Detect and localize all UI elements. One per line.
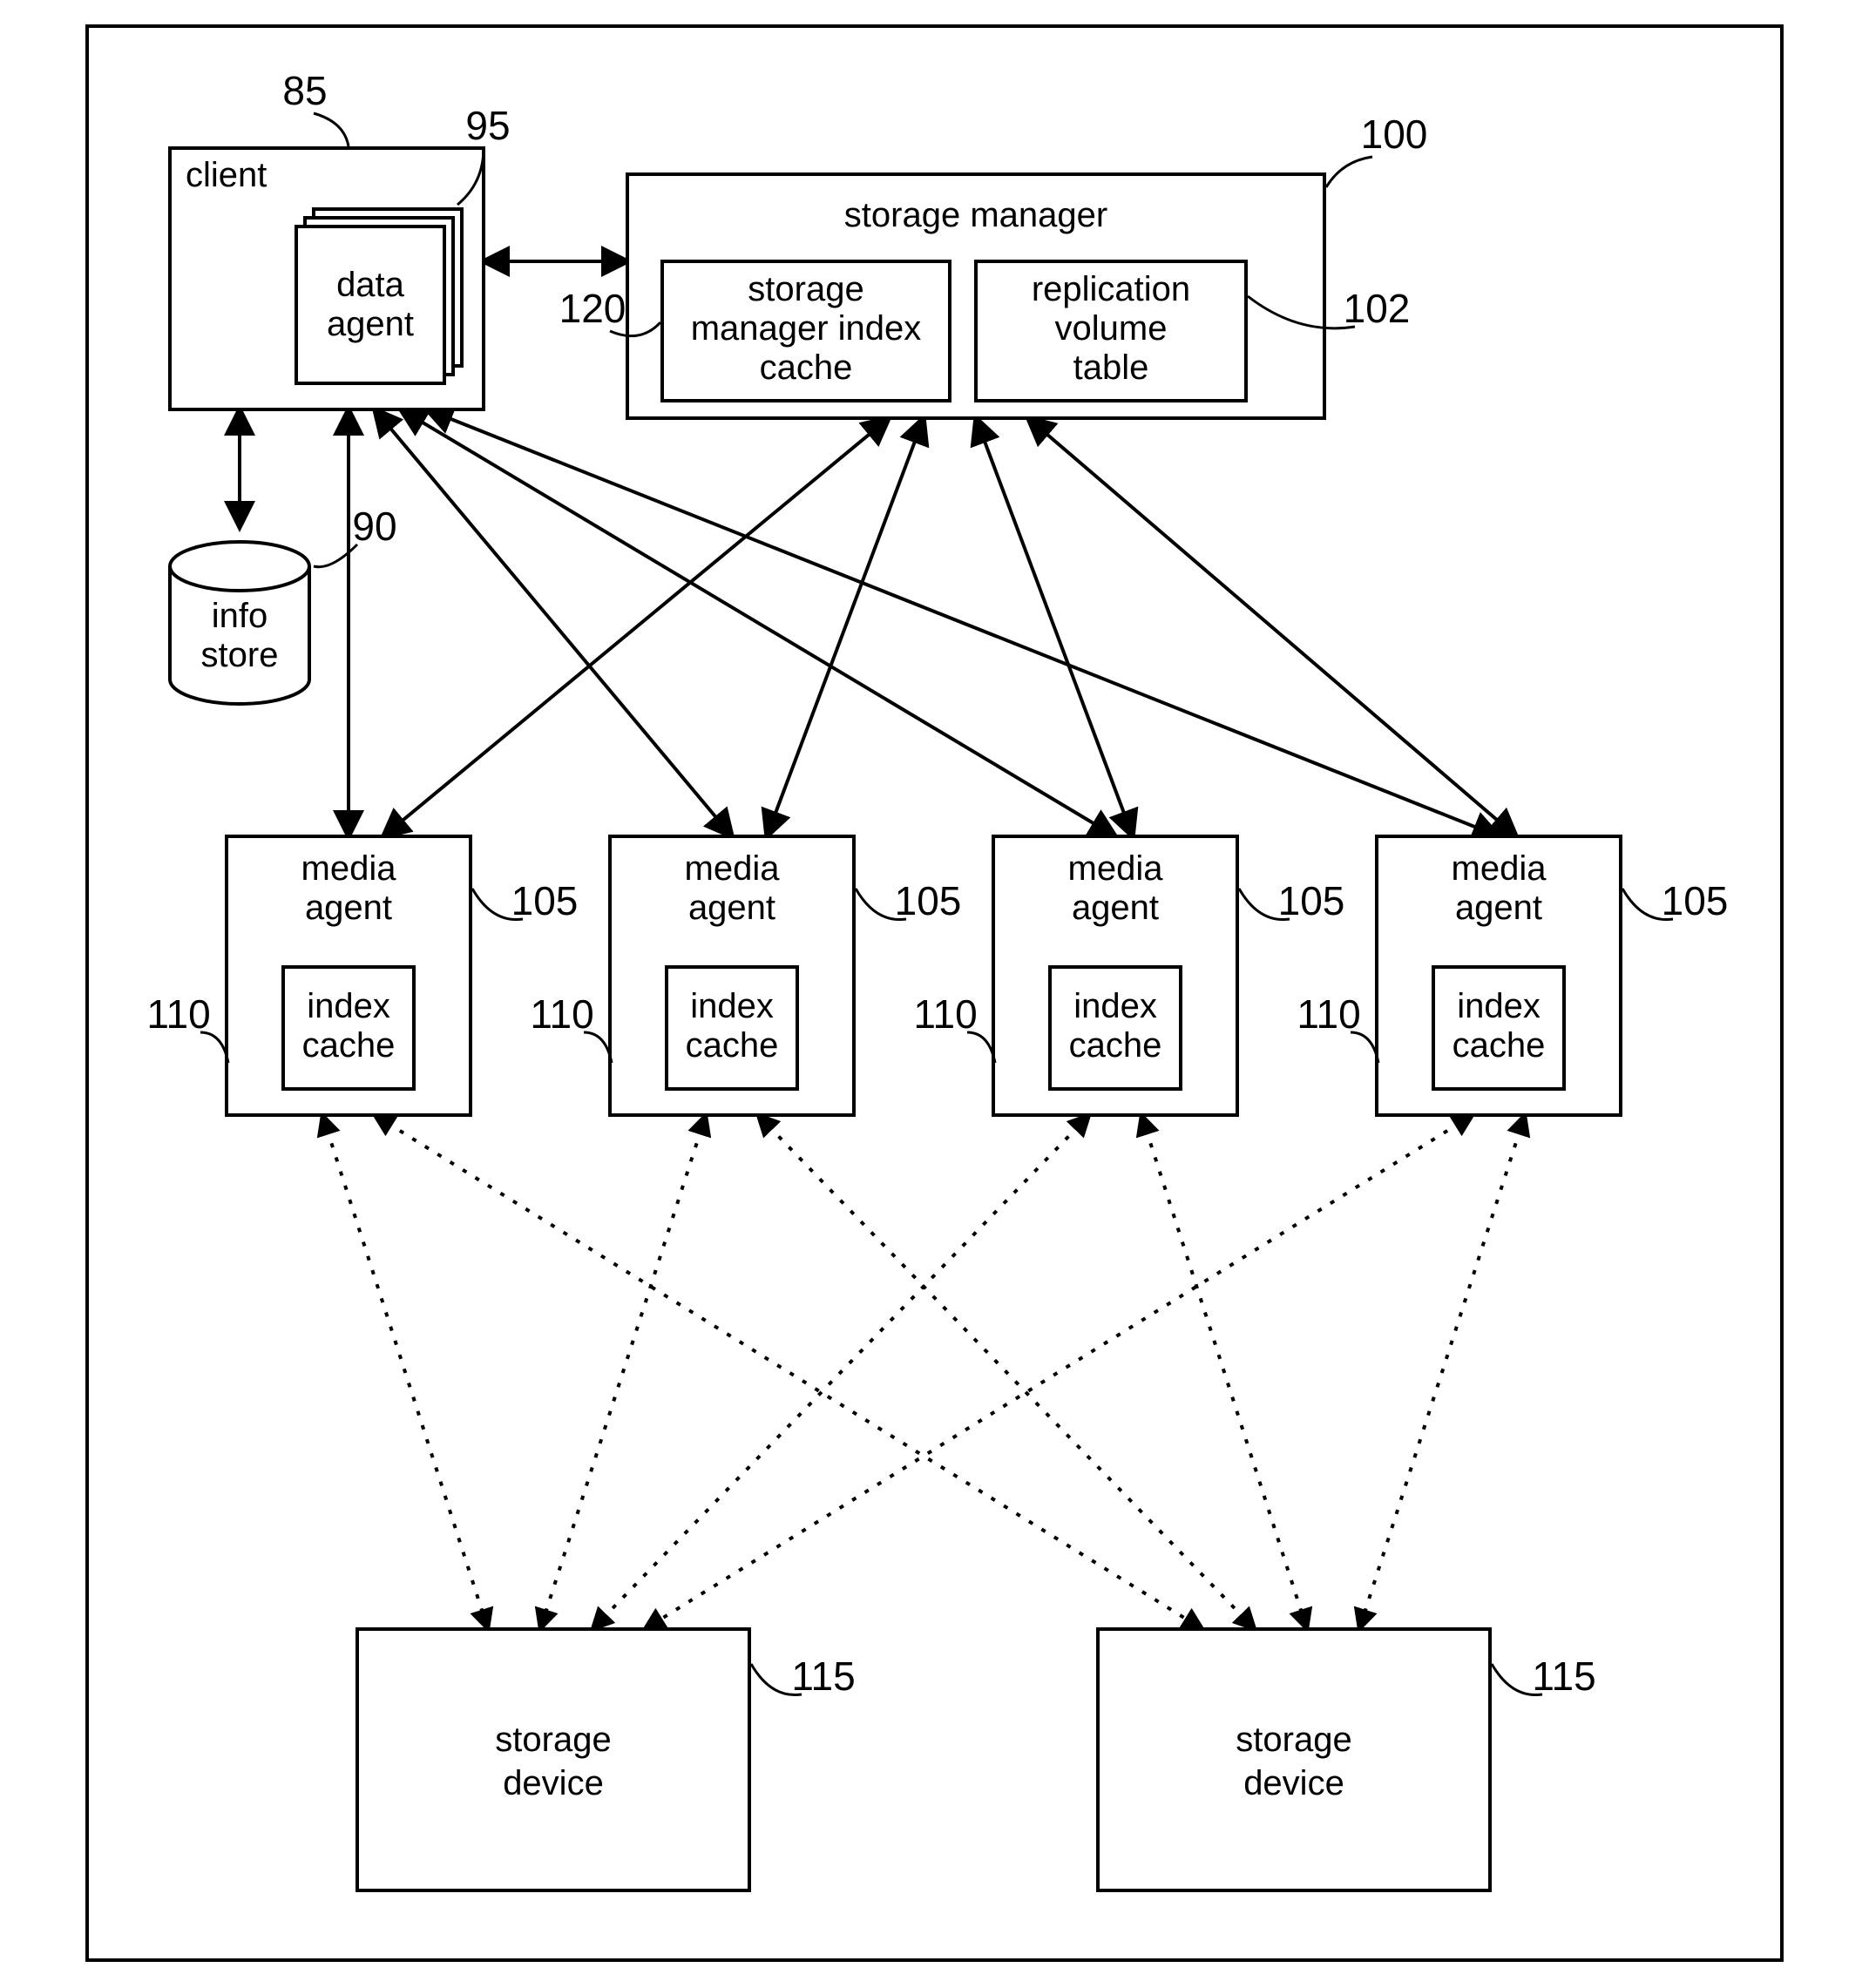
media-agent-cache-label: index: [307, 987, 390, 1025]
sm-rvt-label: volume: [1055, 309, 1168, 348]
ref-105: 105: [1662, 878, 1729, 923]
media-agent-cache-label: cache: [1453, 1026, 1546, 1065]
media-agent-label: agent: [305, 889, 392, 927]
ref-120: 120: [559, 286, 626, 331]
sm-rvt-label: replication: [1032, 270, 1190, 308]
ref-110: 110: [1297, 991, 1360, 1037]
ref-105: 105: [895, 878, 962, 923]
media-agent-label: media: [1452, 849, 1547, 888]
media-agent-label: agent: [1455, 889, 1542, 927]
media-agent-cache-label: cache: [302, 1026, 396, 1065]
ref-105: 105: [511, 878, 579, 923]
media-agent-label: agent: [1072, 889, 1159, 927]
storage-device-box: [357, 1629, 749, 1890]
sm-rvt-label: table: [1073, 348, 1149, 387]
media-agent-cache-label: index: [1073, 987, 1157, 1025]
data-agent-label: agent: [327, 305, 414, 343]
media-agent-cache-label: index: [690, 987, 774, 1025]
storage-device-label: device: [503, 1764, 604, 1802]
ref-90: 90: [352, 504, 396, 549]
info-store-label: store: [201, 636, 279, 674]
ref-105: 105: [1278, 878, 1345, 923]
ref-110: 110: [913, 991, 977, 1037]
storage-device-label: device: [1243, 1764, 1344, 1802]
data-agent-label: data: [336, 266, 405, 304]
ref-85: 85: [282, 68, 327, 113]
sm-index-cache-label: manager index: [691, 309, 922, 348]
media-agent-label: media: [1068, 849, 1164, 888]
info-store-top: [170, 542, 309, 591]
media-agent-label: media: [685, 849, 781, 888]
ref-110: 110: [530, 991, 593, 1037]
ref-115: 115: [1532, 1653, 1595, 1699]
sm-index-cache-label: storage: [748, 270, 863, 308]
media-agent-cache-label: index: [1457, 987, 1541, 1025]
sm-index-cache-label: cache: [760, 348, 853, 387]
info-store-label: info: [212, 597, 268, 635]
ref-95: 95: [465, 103, 510, 148]
storage-device-label: storage: [495, 1721, 611, 1759]
media-agent-cache-label: cache: [1069, 1026, 1162, 1065]
ref-115: 115: [791, 1653, 855, 1699]
ref-102: 102: [1344, 286, 1411, 331]
storage-device-label: storage: [1236, 1721, 1351, 1759]
ref-100: 100: [1361, 112, 1428, 157]
ref-110: 110: [146, 991, 210, 1037]
storage-device-box: [1098, 1629, 1490, 1890]
client-label: client: [186, 156, 267, 194]
media-agent-cache-label: cache: [686, 1026, 779, 1065]
media-agent-label: media: [301, 849, 397, 888]
storage-manager-label: storage manager: [844, 196, 1107, 234]
media-agent-label: agent: [688, 889, 775, 927]
